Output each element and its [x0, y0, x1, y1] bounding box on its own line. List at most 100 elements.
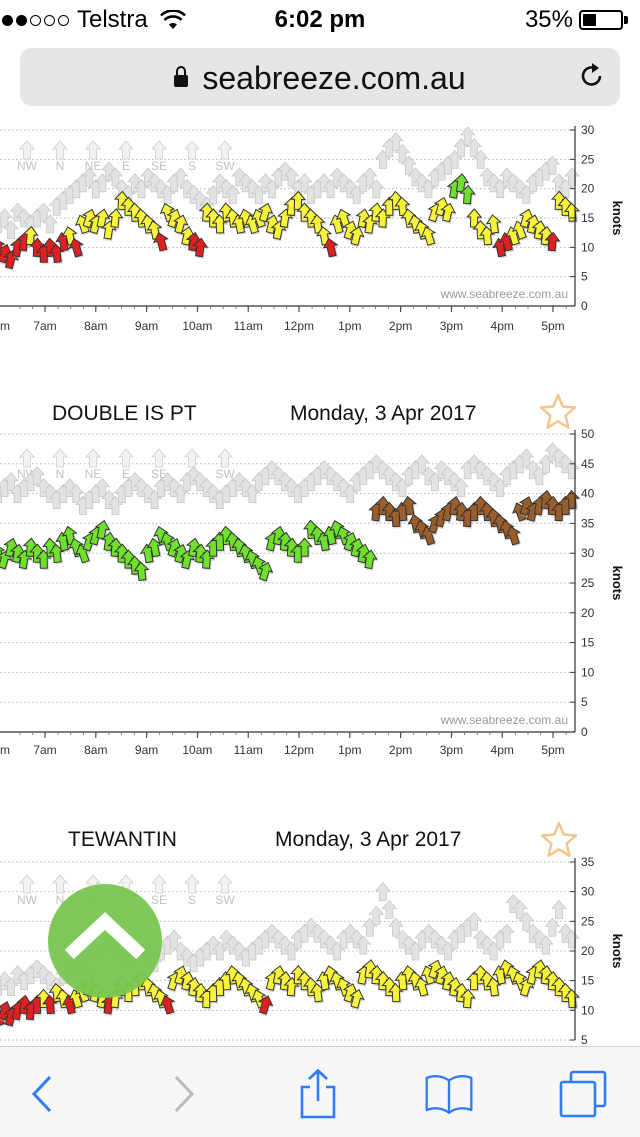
wind-arrow — [485, 214, 503, 236]
compass-label: N — [56, 467, 65, 481]
gust-arrow — [3, 220, 19, 240]
y-tick-label: 25 — [581, 576, 595, 590]
compass-label: SW — [215, 467, 235, 481]
y-axis-label: knots — [610, 566, 625, 601]
y-tick-label: 15 — [581, 636, 595, 650]
compass-label: S — [188, 159, 196, 173]
gust-arrow — [361, 167, 378, 187]
compass-arrow — [150, 874, 168, 894]
x-tick-label: 3pm — [440, 319, 463, 333]
wind-arrow — [257, 202, 274, 225]
x-tick-label: 5pm — [541, 743, 564, 757]
gust-arrow — [42, 214, 59, 234]
bookmarks-icon[interactable] — [424, 1069, 474, 1119]
compass-arrow — [183, 448, 201, 468]
wind-arrow — [68, 237, 85, 259]
gust-arrow — [107, 167, 124, 187]
compass-arrow — [18, 140, 36, 160]
compass-label: NW — [17, 159, 38, 173]
wind-chart-1-svg: NW N NE E SE S SW051015202530knotswww.seabreez… — [0, 123, 625, 333]
chart-date: Monday, 3 Apr 2017 — [290, 402, 477, 425]
wind-arrow — [440, 202, 457, 224]
forward-icon[interactable] — [158, 1069, 208, 1119]
tabs-icon[interactable] — [558, 1069, 608, 1119]
wind-arrow — [459, 184, 477, 206]
wind-chart-1: NW N NE E SE S SW 0 5 10 15 20 25 30 knots www.seabreez… — [0, 123, 640, 346]
url-display[interactable]: seabreeze.com.au — [20, 60, 620, 97]
x-tick-label: 12pm — [284, 743, 314, 757]
gust-arrow — [544, 917, 561, 937]
share-icon[interactable] — [293, 1069, 343, 1119]
address-bar[interactable]: seabreeze.com.au — [20, 48, 620, 106]
gust-arrow — [401, 155, 417, 175]
chevron-up-icon — [64, 912, 146, 960]
gust-arrow — [224, 184, 241, 204]
wind-chart-2-svg: NWNNEESESSW05101520253035404550knotswww.… — [0, 427, 625, 757]
wind-arrow — [94, 519, 111, 542]
gust-arrow — [453, 478, 469, 498]
gust-arrow — [388, 132, 404, 152]
gust-arrow — [388, 917, 404, 937]
scroll-to-top-button[interactable] — [48, 884, 162, 998]
reload-icon[interactable] — [578, 62, 606, 90]
y-axis-label: knots — [610, 934, 625, 969]
gust-arrow — [511, 899, 528, 919]
x-tick-label: 8am — [84, 743, 107, 757]
gust-arrow — [381, 899, 398, 919]
wind-arrow — [544, 231, 561, 253]
wind-arrow — [453, 173, 470, 195]
gust-arrow — [472, 149, 489, 169]
y-tick-label: 10 — [581, 240, 595, 254]
wind-arrow — [159, 995, 176, 1016]
x-tick-label: 3pm — [440, 743, 463, 757]
compass-arrow — [84, 448, 102, 468]
x-tick-label: 10am — [182, 319, 212, 333]
compass-arrow — [183, 140, 201, 160]
wind-arrow — [296, 537, 314, 559]
compass-arrow — [216, 874, 234, 894]
wind-arrow — [466, 208, 483, 230]
carrier-name: Telstra — [77, 6, 148, 33]
y-tick-label: 50 — [581, 427, 595, 441]
gust-arrow — [368, 905, 385, 925]
wind-arrow — [257, 995, 274, 1017]
gust-arrow — [368, 179, 385, 199]
gust-arrow — [518, 448, 535, 468]
x-tick-label: 12pm — [284, 319, 314, 333]
compass-arrow — [51, 874, 69, 894]
y-tick-label: 0 — [581, 725, 588, 739]
y-tick-label: 15 — [581, 974, 595, 988]
lock-icon — [174, 66, 189, 87]
compass-arrow — [183, 874, 201, 894]
wind-chart-double-is-pt: DOUBLE IS PT Monday, 3 Apr 2017 NW N NE E SE… — [0, 390, 640, 770]
y-tick-label: 10 — [581, 665, 595, 679]
x-tick-label: 2pm — [389, 319, 412, 333]
y-tick-label: 10 — [581, 1003, 595, 1017]
y-tick-label: 15 — [581, 211, 595, 225]
wind-arrow — [349, 989, 365, 1011]
wind-arrow — [153, 232, 170, 253]
gust-arrow — [538, 935, 554, 955]
gust-arrow — [35, 202, 52, 222]
favourite-star-icon[interactable] — [538, 392, 578, 432]
gust-arrow — [3, 472, 19, 492]
y-tick-label: 5 — [581, 695, 588, 709]
compass-label: S — [188, 893, 196, 907]
y-tick-label: 40 — [581, 487, 595, 501]
x-tick-label: 1pm — [338, 319, 361, 333]
y-tick-label: 30 — [581, 123, 595, 137]
gust-arrow — [498, 923, 515, 943]
compass-arrow — [216, 140, 234, 160]
y-tick-label: 25 — [581, 914, 595, 928]
back-icon[interactable] — [18, 1069, 68, 1119]
wind-arrow — [505, 525, 522, 547]
gust-arrow — [166, 929, 182, 949]
y-tick-label: 0 — [581, 299, 588, 313]
status-bar: Telstra 6:02 pm 35% — [0, 0, 640, 40]
wind-arrow — [322, 237, 340, 259]
x-tick-label: 4pm — [491, 319, 514, 333]
x-tick-label: m — [0, 743, 10, 757]
favourite-star-icon[interactable] — [539, 820, 579, 860]
gust-arrow — [394, 143, 411, 163]
clock: 6:02 pm — [274, 6, 366, 33]
